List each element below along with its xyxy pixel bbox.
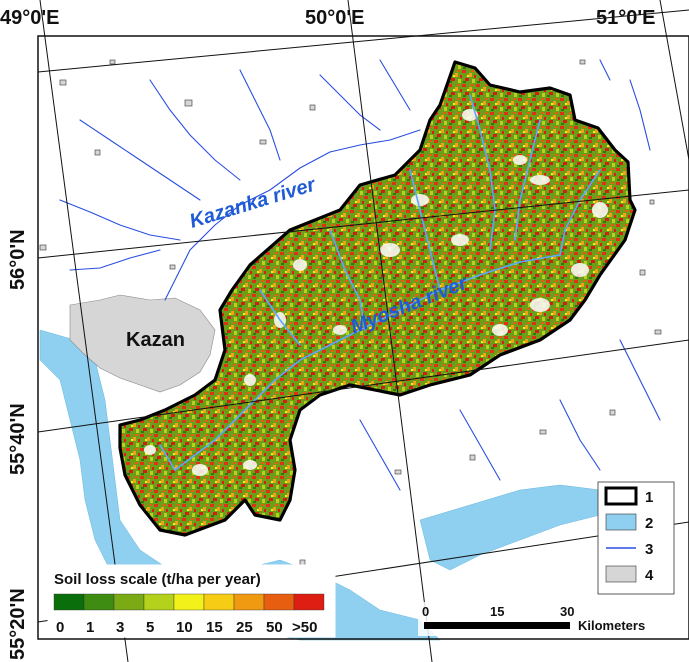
map-frame xyxy=(37,35,689,640)
lat-label-5540: 55°40'N xyxy=(7,403,29,475)
soil-legend-swatch-2 xyxy=(113,593,145,611)
legend-water-symbol xyxy=(605,513,637,531)
legend-basin-boundary-symbol xyxy=(604,486,638,506)
lon-label-51: 51°0'E xyxy=(596,7,655,29)
soil-loss-legend: Soil loss scale (t/ha per year) 0 1 3 5 10 15… xyxy=(47,564,336,638)
soil-legend-class-0: 0 xyxy=(56,619,64,636)
legend-item-3: 3 xyxy=(645,541,653,558)
scale-bar: 0 15 30 Kilometers xyxy=(418,602,645,636)
soil-legend-class-3: 5 xyxy=(146,619,154,636)
scale-tick-0: 0 xyxy=(422,604,429,619)
soil-legend-title: Soil loss scale (t/ha per year) xyxy=(54,571,261,588)
soil-legend-swatch-8 xyxy=(293,593,325,611)
kazan-city-label: Kazan xyxy=(126,329,185,351)
legend-item-1: 1 xyxy=(645,489,653,506)
soil-legend-swatch-5 xyxy=(203,593,235,611)
kazan-label-bg xyxy=(124,326,196,352)
lon-label-49: 49°0'E xyxy=(0,7,59,29)
scale-tick-30: 30 xyxy=(560,604,574,619)
scale-tick-15: 15 xyxy=(490,604,504,619)
soil-legend-swatch-6 xyxy=(233,593,265,611)
soil-legend-class-5: 15 xyxy=(206,619,223,636)
soil-legend-class-7: 50 xyxy=(266,619,283,636)
soil-legend-swatch-3 xyxy=(143,593,175,611)
soil-legend-class-6: 25 xyxy=(236,619,253,636)
soil-legend-swatch-4 xyxy=(173,593,205,611)
soil-legend-swatch-7 xyxy=(263,593,295,611)
soil-legend-swatch-0 xyxy=(53,593,85,611)
soil-legend-class-4: 10 xyxy=(176,619,193,636)
lat-label-56: 56°0'N xyxy=(7,229,29,290)
soil-legend-class-8: >50 xyxy=(292,619,317,636)
symbol-legend: 1 2 3 4 xyxy=(597,481,675,595)
lat-label-5520: 55°20'N xyxy=(7,588,29,660)
soil-legend-swatch-1 xyxy=(83,593,115,611)
lon-label-50: 50°0'E xyxy=(305,7,364,29)
legend-item-4: 4 xyxy=(645,567,654,584)
basin-boundary xyxy=(118,60,637,537)
soil-legend-class-2: 3 xyxy=(116,619,124,636)
soil-legend-class-1: 1 xyxy=(86,619,94,636)
scale-unit: Kilometers xyxy=(578,618,645,633)
legend-item-2: 2 xyxy=(645,515,653,532)
legend-urban-symbol xyxy=(605,565,637,583)
